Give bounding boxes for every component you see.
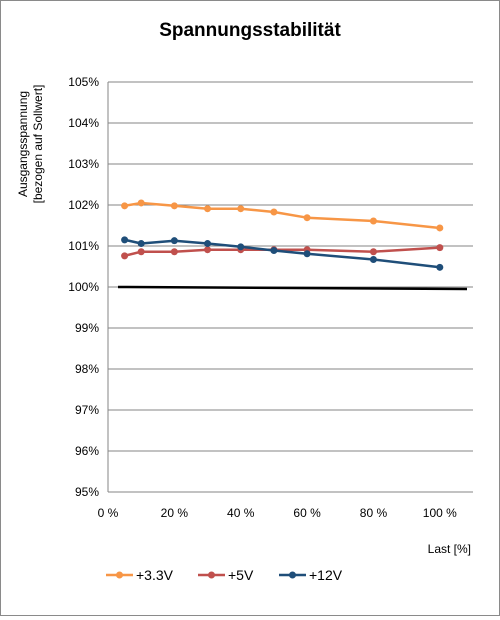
data-point [137,199,145,207]
y-axis-label-line-1: Ausgangsspannung [16,91,30,197]
data-point [303,250,311,258]
data-point [369,248,377,256]
data-point [303,214,311,222]
y-tick-label: 105% [68,75,99,89]
x-tick-label: 40 % [227,506,255,520]
y-tick-label: 102% [68,198,99,212]
legend-label: +12V [309,567,343,583]
data-point [137,240,145,248]
data-point [436,244,444,252]
data-point [170,202,178,210]
x-tick-label: 80 % [360,506,388,520]
y-tick-label: 99% [75,321,99,335]
y-tick-label: 97% [75,403,99,417]
data-point [436,263,444,271]
data-point [204,205,212,213]
data-point [369,217,377,225]
y-axis-label-line-2: [bezogen auf Sollwert] [31,85,45,204]
y-tick-label: 100% [68,280,99,294]
x-tick-label: 100 % [423,506,457,520]
x-tick-label: 60 % [293,506,321,520]
x-axis-label: Last [%] [428,542,471,556]
legend: +3.3V +5V +12V [106,567,343,583]
data-point [237,205,245,213]
y-tick-label: 95% [75,485,99,499]
data-point [121,236,129,244]
legend-label: +5V [228,567,254,583]
data-point [170,237,178,245]
data-point [204,246,212,254]
y-tick-label: 104% [68,116,99,130]
legend-swatch-marker [116,571,123,579]
y-tick-label: 101% [68,239,99,253]
y-tick-label: 103% [68,157,99,171]
data-point [121,202,129,210]
data-point [204,240,212,248]
legend-label: +3.3V [136,567,174,583]
x-tick-label: 0 % [98,506,119,520]
y-tick-label: 98% [75,362,99,376]
reference-line-100 [117,285,468,291]
y-axis-title: Ausgangsspannung [bezogen auf Sollwert] [16,85,45,204]
data-point [369,256,377,264]
data-point [270,208,278,216]
plot-area: 95% 96% 97% 98% 99% 100% 101% 102% 103% 104% 105% 0… [68,75,473,520]
data-point [436,224,444,232]
data-point [121,252,129,260]
data-point [237,243,245,251]
legend-swatch-marker [289,571,296,579]
chart-title: Spannungsstabilität [159,20,341,41]
data-point [170,248,178,256]
legend-swatch-marker [208,571,215,579]
x-tick-label: 20 % [161,506,189,520]
data-point [137,248,145,256]
y-tick-label: 96% [75,444,99,458]
data-point [270,247,278,255]
